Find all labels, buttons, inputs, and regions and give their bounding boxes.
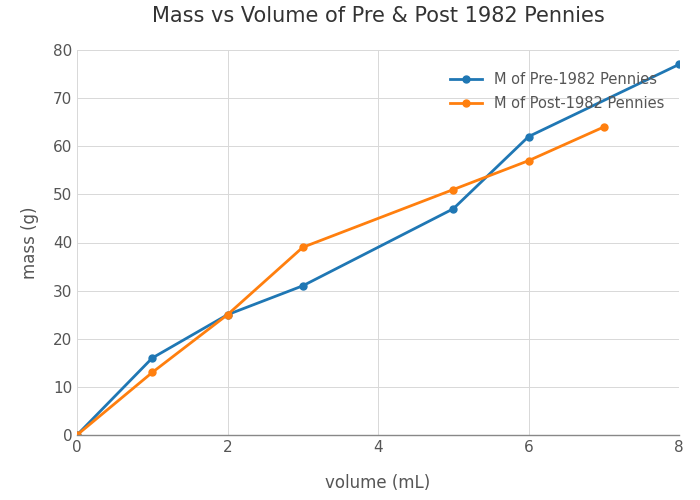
Line: M of Post-1982 Pennies: M of Post-1982 Pennies <box>74 124 607 438</box>
Title: Mass vs Volume of Pre & Post 1982 Pennies: Mass vs Volume of Pre & Post 1982 Pennie… <box>152 6 604 26</box>
Line: M of Pre-1982 Pennies: M of Pre-1982 Pennies <box>74 61 682 438</box>
M of Pre-1982 Pennies <box>73 432 81 438</box>
M of Post-1982 Pennies <box>298 244 307 250</box>
M of Pre-1982 Pennies <box>675 62 683 68</box>
M of Pre-1982 Pennies <box>223 312 232 318</box>
M of Pre-1982 Pennies <box>298 283 307 289</box>
M of Pre-1982 Pennies <box>148 355 157 361</box>
X-axis label: volume (mL): volume (mL) <box>326 474 430 492</box>
M of Post-1982 Pennies <box>148 370 157 376</box>
M of Pre-1982 Pennies <box>449 206 458 212</box>
Legend: M of Pre-1982 Pennies, M of Post-1982 Pennies: M of Pre-1982 Pennies, M of Post-1982 Pe… <box>443 65 672 118</box>
M of Post-1982 Pennies <box>223 312 232 318</box>
M of Pre-1982 Pennies <box>524 134 533 140</box>
M of Post-1982 Pennies <box>449 186 458 192</box>
M of Post-1982 Pennies <box>599 124 608 130</box>
Y-axis label: mass (g): mass (g) <box>21 206 39 279</box>
M of Post-1982 Pennies <box>524 158 533 164</box>
M of Post-1982 Pennies <box>73 432 81 438</box>
